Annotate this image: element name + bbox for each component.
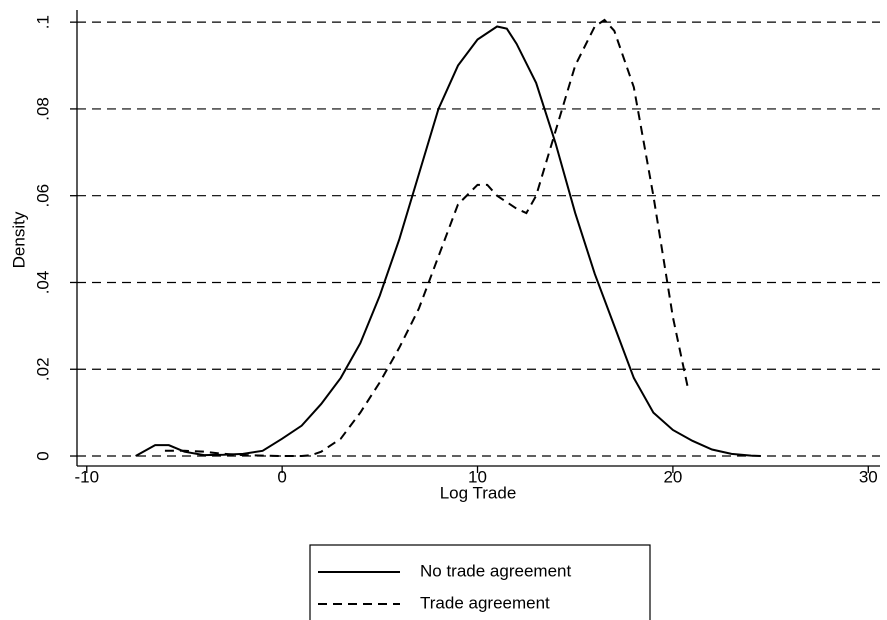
x-tick-label: 30: [859, 467, 878, 486]
legend-label: No trade agreement: [420, 561, 571, 580]
y-tick-label: .04: [33, 271, 52, 295]
density-line: [135, 25, 761, 458]
y-axis-title: Density: [9, 211, 28, 268]
y-tick-label: .02: [33, 357, 52, 381]
x-tick-label: -10: [74, 467, 99, 486]
y-tick-label: .06: [33, 184, 52, 208]
legend-box: [309, 544, 651, 620]
y-tick-label: .08: [33, 97, 52, 121]
y-tick-label: 0: [33, 451, 52, 460]
y-tick-label: .1: [33, 15, 52, 29]
x-tick-label: 0: [277, 467, 286, 486]
legend-label: Trade agreement: [420, 593, 550, 612]
x-tick-label: 10: [468, 467, 487, 486]
density-line: [164, 18, 690, 458]
x-tick-label: 20: [663, 467, 682, 486]
x-axis-title: Log Trade: [440, 483, 517, 502]
